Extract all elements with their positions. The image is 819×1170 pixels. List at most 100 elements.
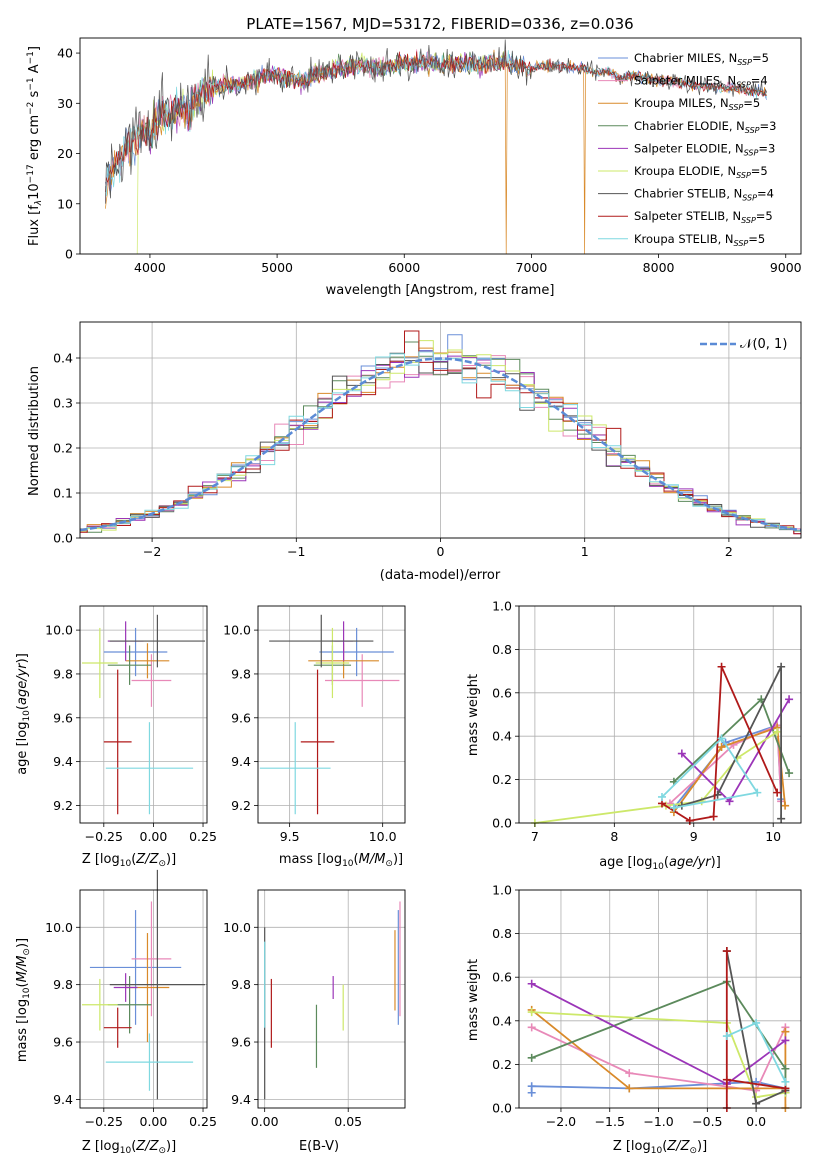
mass-vs-Z-xlabel: Z [log10(Z/Z⊙)] [82, 1139, 176, 1156]
x-tick-label: 0.00 [251, 1114, 279, 1129]
x-tick-label: 4000 [134, 260, 166, 275]
x-tick-label: −0.25 [85, 829, 123, 844]
plot-area [264, 901, 401, 1100]
x-tick-label: 2 [725, 544, 733, 559]
x-tick-label: 10.0 [369, 829, 397, 844]
y-tick-label: 0.8 [492, 926, 512, 941]
legend-items: Chabrier MILES, NSSP=5 Salpeter MILES, NS… [598, 51, 776, 248]
spectrum-panel: 4000 5000 6000 7000 8000 9000 0 10 20 30 40 wavele… [26, 37, 802, 298]
x-tick-label: 0 [437, 544, 445, 559]
weight-point-marker [669, 803, 678, 812]
x-tick-label: 0.25 [189, 829, 217, 844]
residual-histogram [80, 352, 801, 532]
y-tick-label: 9.8 [53, 666, 73, 681]
y-tick-label: 0.1 [53, 486, 73, 501]
weight-point-marker [753, 788, 762, 797]
weight-point-marker [625, 1069, 634, 1078]
weight-point-marker [777, 662, 786, 671]
y-tick-label: 10.0 [45, 623, 73, 638]
x-tick-label: 0.0 [746, 1114, 766, 1129]
mass-vs-Z-panel: −0.25 0.00 0.25 9.4 9.6 9.8 10.0 Z [log10(Z/Z⊙… [15, 869, 217, 1156]
axes-frame [79, 321, 802, 539]
y-tick-label: 0.4 [492, 1013, 512, 1028]
residuals-legend: 𝒩(0, 1) [700, 337, 787, 352]
x-tick-label: 9 [690, 829, 698, 844]
weight-point-marker [781, 1064, 790, 1073]
x-tick-label: 10 [765, 829, 781, 844]
plot-area [259, 614, 400, 815]
plot-area [79, 330, 802, 535]
age-vs-Z-panel: −0.25 0.00 0.25 9.2 9.4 9.6 9.8 10.0 Z [log10(Z… [15, 605, 217, 869]
residuals-xlabel: (data-model)/error [380, 568, 501, 583]
mass-vs-ebv-panel: 0.00 0.05 9.4 9.6 9.8 10.0 E(B-V) [223, 889, 406, 1154]
y-tick-label: 10.0 [45, 920, 73, 935]
weight-point-marker [773, 788, 782, 797]
y-tick-label: 9.8 [53, 977, 73, 992]
y-tick-label: 9.6 [231, 1035, 251, 1050]
weight-point-marker [781, 1077, 790, 1086]
x-tick-label: −2.0 [546, 1114, 576, 1129]
y-tick-label: 9.4 [53, 754, 73, 769]
y-tick-label: 0.2 [53, 441, 73, 456]
x-tick-label: 0.25 [189, 1114, 217, 1129]
residuals-panel: −2 −1 0 1 2 0.0 0.1 0.2 0.3 0.4 (data-model)/erro… [27, 321, 802, 583]
x-tick-label: −0.25 [85, 1114, 123, 1129]
y-tick-label: 10 [57, 196, 73, 211]
axes-frame [257, 605, 406, 824]
mass-vs-Z-ylabel: mass [log10(M/M⊙)] [15, 938, 32, 1062]
age-vs-mass-panel: 9.5 10.0 9.2 9.4 9.6 9.8 10.0 mass [log10(M/M⊙… [223, 605, 406, 869]
weight-series-line [661, 736, 759, 809]
spectrum-series-line [136, 51, 506, 254]
x-tick-label: 6000 [388, 260, 420, 275]
normal-legend-label: 𝒩(0, 1) [740, 337, 787, 352]
age-vs-Z-ylabel: age [log10(age/yr)] [15, 653, 32, 775]
spectrum-series-line [105, 49, 767, 254]
weight-point-marker [717, 743, 726, 752]
figure-title: PLATE=1567, MJD=53172, FIBERID=0336, z=0… [246, 15, 633, 33]
x-tick-label: 8 [610, 829, 618, 844]
legend-label: Kroupa STELIB, NSSP=5 [634, 232, 765, 248]
weight-vs-Z-ylabel: mass weight [466, 959, 481, 1041]
weight-point-marker [717, 662, 726, 671]
plot-area [81, 614, 206, 815]
weight-series-line [531, 1011, 786, 1099]
x-tick-label: −0.5 [692, 1114, 722, 1129]
y-tick-label: 9.4 [231, 1092, 251, 1107]
plot-area [530, 662, 794, 827]
y-tick-label: 9.6 [231, 710, 251, 725]
y-tick-label: 9.8 [231, 666, 251, 681]
y-tick-label: 0 [65, 247, 73, 262]
y-tick-label: 9.4 [231, 754, 251, 769]
y-tick-label: 0.3 [53, 396, 73, 411]
weight-point-marker [781, 1027, 790, 1036]
x-tick-label: 9.5 [280, 829, 300, 844]
legend-label: Salpeter ELODIE, NSSP=3 [634, 141, 775, 157]
legend-label: Chabrier MILES, NSSP=5 [634, 51, 769, 67]
y-tick-label: 0.0 [492, 1101, 512, 1116]
y-tick-label: 0.6 [492, 685, 512, 700]
mass-vs-ebv-xlabel: E(B-V) [299, 1139, 339, 1154]
residuals-ylabel: Normed distribution [27, 366, 42, 496]
x-tick-label: 9000 [770, 260, 802, 275]
y-tick-label: 9.4 [53, 1092, 73, 1107]
y-tick-label: 0.2 [492, 772, 512, 787]
x-tick-label: 8000 [643, 260, 675, 275]
x-tick-label: 1 [581, 544, 589, 559]
weight-point-marker [757, 695, 766, 704]
x-tick-label: −1 [287, 544, 305, 559]
y-tick-label: 10.0 [223, 920, 251, 935]
y-tick-label: 0.8 [492, 642, 512, 657]
weight-point-marker [781, 801, 790, 810]
spectrum-series-line [105, 39, 768, 204]
legend-label: Chabrier STELIB, NSSP=4 [634, 187, 774, 203]
y-tick-label: 0.0 [492, 816, 512, 831]
weight-point-marker [527, 1023, 536, 1032]
x-tick-label: 0.05 [334, 1114, 362, 1129]
weight-point-marker [527, 979, 536, 988]
weight-series-line [534, 731, 778, 824]
weight-point-marker [527, 1082, 536, 1091]
weight-point-marker [717, 734, 726, 743]
weight-series-line [725, 951, 786, 1108]
age-vs-Z-xlabel: Z [log10(Z/Z⊙)] [82, 852, 176, 869]
